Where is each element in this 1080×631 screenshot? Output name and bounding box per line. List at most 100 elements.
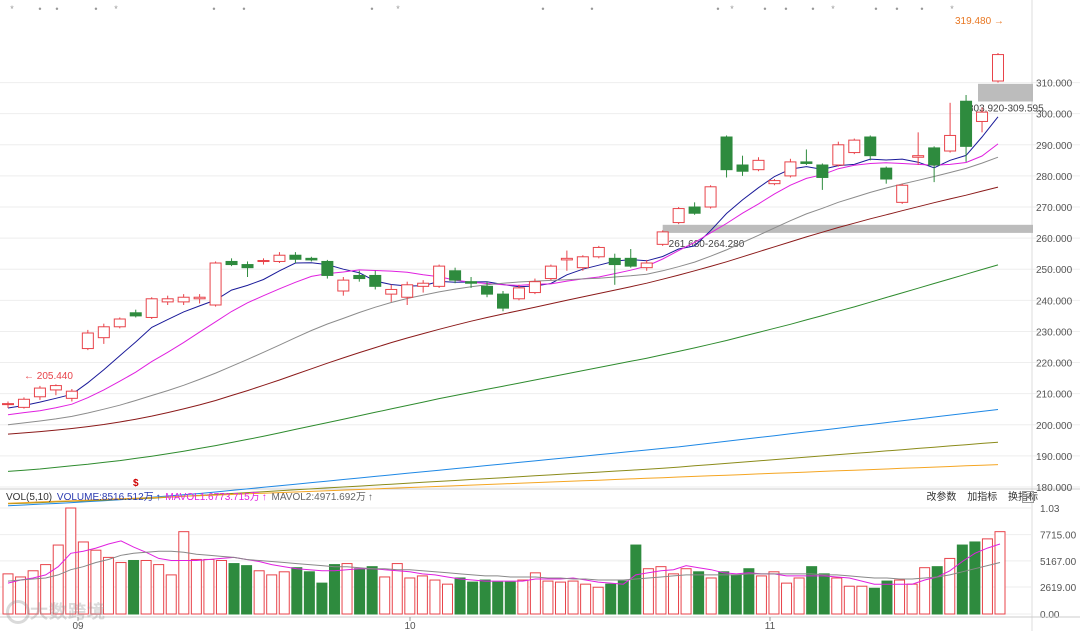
event-marker-icon: *	[730, 4, 734, 14]
candle	[608, 253, 621, 285]
candle-body	[688, 206, 701, 214]
candle-body	[624, 257, 637, 267]
candle	[976, 107, 989, 133]
candle-body	[512, 287, 525, 300]
ma-line-ma120	[7, 409, 999, 507]
candle	[2, 401, 14, 408]
candle-body	[49, 385, 62, 391]
candle	[465, 277, 478, 288]
event-marker-icon: •	[811, 4, 814, 14]
candle	[353, 270, 366, 282]
volume-average-lines	[7, 540, 1001, 585]
edit-params-button[interactable]: 改参数	[926, 492, 957, 503]
watermark: 大数跨境	[30, 602, 106, 622]
price-tick-label: 230.000	[1036, 327, 1073, 338]
candle-body	[161, 298, 174, 303]
volume-bar	[881, 580, 893, 615]
candle-body	[880, 167, 893, 180]
candle	[177, 294, 190, 306]
volume-bar	[228, 563, 240, 615]
moving-average-lines	[7, 116, 999, 507]
candle	[624, 249, 637, 268]
candle	[209, 261, 222, 307]
ma-line-ma20	[7, 156, 999, 426]
event-marker-icon: •	[590, 4, 593, 14]
candle-body	[944, 134, 957, 152]
price-tick-label: 260.000	[1036, 234, 1073, 245]
volume-bar	[642, 568, 654, 615]
volume-bar	[743, 568, 755, 615]
event-marker-icon: •	[94, 4, 97, 14]
x-tick-label: 11	[765, 621, 776, 631]
volume-bar	[868, 587, 880, 615]
price-tick-label: 270.000	[1036, 203, 1073, 214]
candle-body	[928, 147, 941, 166]
volume-value: VOLUME:8516.512万	[56, 492, 154, 503]
volume-bar	[492, 581, 504, 615]
switch-indicator-button[interactable]: 换指标	[1008, 492, 1038, 503]
candle	[592, 245, 605, 259]
volume-bar	[278, 571, 290, 615]
volume-bar	[416, 575, 428, 615]
volume-mavol2-line	[7, 550, 1001, 582]
candle	[97, 323, 110, 344]
event-marker-icon: •	[920, 4, 923, 14]
volume-bar	[190, 558, 202, 615]
volume-bar	[806, 566, 818, 615]
candle-body	[97, 326, 110, 339]
mavol1-value: MAVOL1:6773.715万	[165, 492, 260, 503]
volume-bar	[341, 563, 353, 615]
candle	[433, 264, 446, 288]
volume-bar	[793, 577, 805, 615]
volume-bar	[328, 564, 340, 615]
candle-body	[81, 332, 94, 350]
candle-body	[768, 180, 781, 185]
x-tick-label: 10	[404, 621, 416, 631]
volume-bar	[40, 564, 52, 615]
candle-body	[640, 262, 653, 269]
volume-tick-label: 0.00	[1040, 610, 1060, 621]
volume-bars[interactable]	[2, 507, 1006, 615]
add-indicator-button[interactable]: 加指标	[967, 492, 998, 503]
close-icon[interactable]: ×	[1022, 491, 1034, 503]
candle	[257, 258, 270, 265]
volume-bar	[153, 564, 165, 615]
candle-body	[992, 54, 1004, 82]
ma-line-ma30	[7, 186, 999, 435]
price-tick-label: 180.000	[1036, 483, 1073, 494]
volume-bar	[818, 573, 830, 615]
candle	[369, 270, 382, 290]
candle	[720, 135, 733, 178]
event-marker-icon: •	[55, 4, 58, 14]
event-marker-icon: •	[784, 4, 787, 14]
candle-body	[896, 184, 909, 203]
price-tick-label: 220.000	[1036, 359, 1073, 370]
price-zone-band	[978, 83, 1033, 102]
volume-bar	[617, 580, 629, 615]
volume-bar	[781, 582, 793, 615]
candle-body	[385, 288, 398, 295]
volume-bar	[856, 585, 868, 615]
price-tick-label: 310.000	[1036, 79, 1073, 90]
candle-body	[257, 260, 270, 263]
candle-body	[289, 254, 302, 260]
candlestick-series[interactable]	[2, 53, 1004, 409]
candle-body	[816, 164, 829, 178]
candle	[289, 252, 302, 264]
candle-body	[129, 312, 142, 317]
candle	[512, 284, 525, 301]
candle-body	[481, 285, 494, 295]
candle-body	[592, 246, 605, 258]
ma-line-ma500	[7, 464, 999, 504]
candle	[81, 329, 94, 351]
candle-body	[225, 260, 238, 266]
candle-body	[864, 136, 877, 157]
price-tick-label: 190.000	[1036, 452, 1073, 463]
volume-bar	[65, 507, 77, 615]
mavol2-value: MAVOL2:4971.692万	[271, 492, 366, 503]
high-price-label: 319.480 →	[955, 16, 1004, 27]
volume-bar	[680, 568, 692, 615]
volume-indicator-title: VOL(5,10)	[6, 492, 53, 503]
